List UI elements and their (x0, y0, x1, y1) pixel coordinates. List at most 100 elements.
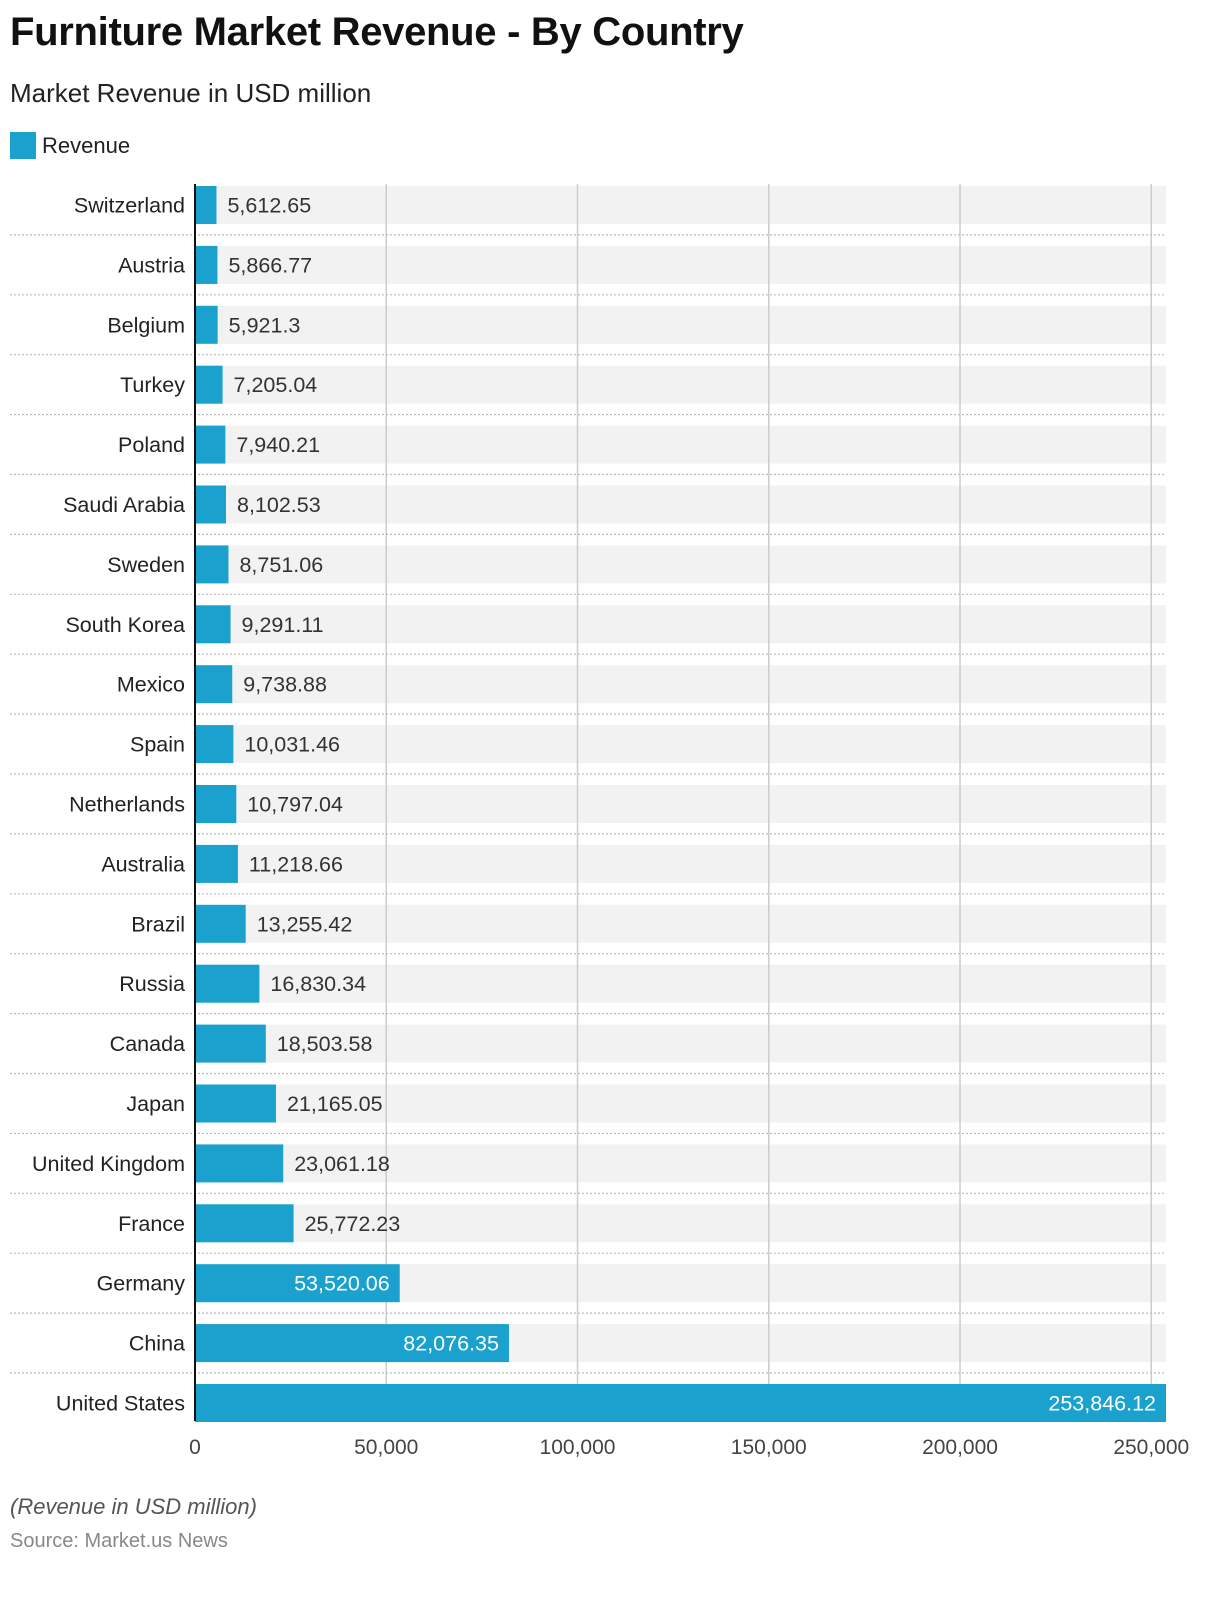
value-label: 82,076.35 (403, 1332, 499, 1356)
bar (195, 785, 237, 823)
value-label: 53,520.06 (294, 1272, 390, 1296)
bar (195, 1324, 509, 1363)
legend-label: Revenue (42, 132, 131, 158)
category-label: Germany (97, 1272, 186, 1296)
gridlines (385, 184, 1153, 1422)
category-label: Switzerland (74, 194, 185, 218)
value-label: 21,165.05 (287, 1092, 383, 1116)
value-label: 16,830.34 (270, 972, 366, 996)
category-label: Russia (119, 972, 185, 996)
bar (195, 245, 218, 284)
value-label: 8,751.06 (239, 553, 323, 577)
x-tick-labels: 0 50,000 100,000 150,000 200,000 250,000 (189, 1436, 1189, 1459)
value-label: 10,031.46 (244, 733, 340, 757)
category-label: Turkey (120, 373, 185, 397)
row-band (195, 725, 1166, 764)
legend: Revenue (10, 132, 130, 159)
value-label: 5,921.3 (229, 313, 301, 337)
x-tick-label: 0 (189, 1436, 201, 1459)
bar (195, 1264, 400, 1303)
value-label: 11,218.66 (249, 852, 343, 876)
row-band (195, 785, 1166, 823)
category-label: France (118, 1212, 185, 1236)
value-label: 7,205.04 (234, 373, 318, 397)
bar (195, 605, 231, 644)
row-band (195, 964, 1166, 1003)
row-band (195, 1144, 1166, 1183)
bar (195, 904, 246, 943)
bar (195, 844, 238, 883)
category-label: South Korea (65, 613, 185, 637)
bar (195, 725, 234, 764)
row-band (195, 665, 1166, 704)
bar (195, 365, 223, 404)
category-label: United Kingdom (32, 1152, 185, 1176)
bar (195, 1384, 1166, 1422)
value-label: 18,503.58 (277, 1032, 373, 1056)
bar (195, 186, 217, 224)
category-label: Austria (118, 253, 185, 277)
category-label: United States (56, 1392, 185, 1416)
bar (195, 665, 233, 704)
legend-swatch (10, 132, 36, 159)
value-label: 25,772.23 (305, 1212, 401, 1236)
row-band (195, 1204, 1166, 1243)
x-tick-label: 150,000 (731, 1436, 807, 1459)
value-label: 9,291.11 (242, 613, 324, 637)
category-labels: Switzerland Austria Belgium Turkey Poland Sau… (32, 194, 185, 1416)
category-label: Mexico (117, 673, 185, 697)
row-band (195, 425, 1166, 464)
category-label: Spain (130, 733, 185, 757)
value-label: 13,255.42 (257, 912, 353, 936)
row-band (195, 545, 1166, 584)
category-label: Canada (110, 1032, 185, 1056)
bar-chart: Switzerland Austria Belgium Turkey Poland Sau… (10, 184, 1189, 1459)
value-label: 5,866.77 (228, 253, 312, 277)
category-label: Australia (101, 852, 185, 876)
value-label: 8,102.53 (237, 493, 321, 517)
row-band (195, 844, 1166, 883)
category-label: Poland (118, 433, 185, 457)
x-tick-label: 50,000 (354, 1436, 418, 1459)
value-label: 9,738.88 (243, 673, 327, 697)
bar (195, 1084, 276, 1123)
category-label: China (129, 1332, 185, 1356)
bar (195, 425, 226, 464)
row-band (195, 605, 1166, 644)
row-band (195, 485, 1166, 524)
category-label: Netherlands (69, 793, 185, 817)
row-band (195, 365, 1166, 404)
category-label: Saudi Arabia (63, 493, 185, 517)
category-label: Belgium (107, 313, 185, 337)
x-tick-label: 250,000 (1113, 1436, 1189, 1459)
value-label: 7,940.21 (236, 433, 320, 457)
row-band (195, 1084, 1166, 1123)
row-band (195, 186, 1166, 224)
row-band (195, 305, 1166, 344)
value-label: 5,612.65 (227, 194, 311, 218)
chart-title: Furniture Market Revenue - By Country (10, 10, 744, 54)
bars (195, 186, 1166, 1422)
bar (195, 485, 226, 524)
category-label: Japan (126, 1092, 185, 1116)
bar (195, 305, 218, 344)
row-band (195, 904, 1166, 943)
value-label: 253,846.12 (1048, 1392, 1156, 1416)
bar (195, 1144, 284, 1183)
value-labels: 5,612.65 5,866.77 5,921.3 7,205.04 7,940.21 8… (227, 194, 1156, 1416)
bar (195, 545, 229, 584)
category-label: Brazil (131, 912, 185, 936)
footnote: (Revenue in USD million) (10, 1494, 257, 1519)
bar (195, 1024, 266, 1063)
bar (195, 964, 260, 1003)
x-tick-label: 100,000 (540, 1436, 616, 1459)
bar (195, 1204, 294, 1243)
row-band (195, 1024, 1166, 1063)
source-credit: Source: Market.us News (10, 1530, 228, 1552)
row-separators (10, 234, 1166, 1374)
x-tick-label: 200,000 (922, 1436, 998, 1459)
row-band (195, 245, 1166, 284)
chart-subtitle: Market Revenue in USD million (10, 78, 372, 108)
value-label: 23,061.18 (294, 1152, 390, 1176)
category-label: Sweden (107, 553, 185, 577)
